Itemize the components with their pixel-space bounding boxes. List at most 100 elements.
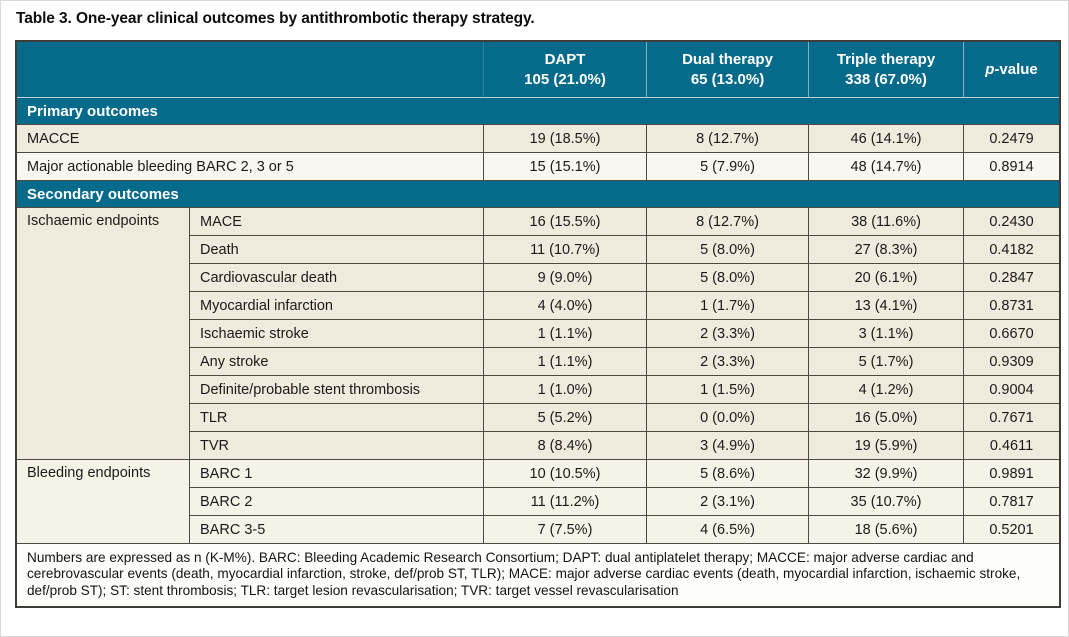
cell-pvalue: 0.6670 (964, 320, 1059, 348)
cell-dapt: 15 (15.1%) (484, 153, 647, 181)
cell-dual: 5 (8.0%) (647, 236, 809, 264)
cell-pvalue: 0.9891 (964, 460, 1059, 488)
table-row-tlr: TLR 5 (5.2%) 0 (0.0%) 16 (5.0%) 0.7671 (17, 404, 1059, 432)
table-row-cv-death: Cardiovascular death 9 (9.0%) 5 (8.0%) 2… (17, 264, 1059, 292)
row-label: Any stroke (190, 348, 484, 376)
outcomes-table: DAPT 105 (21.0%) Dual therapy 65 (13.0%)… (15, 40, 1061, 608)
footnote-row: Numbers are expressed as n (K-M%). BARC:… (17, 544, 1059, 606)
row-label: Major actionable bleeding BARC 2, 3 or 5 (17, 153, 484, 181)
pvalue-p: p (985, 60, 995, 78)
cell-triple: 35 (10.7%) (809, 488, 964, 516)
cell-dapt: 1 (1.0%) (484, 376, 647, 404)
pvalue-rest: -value (994, 60, 1038, 78)
row-label: BARC 2 (190, 488, 484, 516)
row-label: Definite/probable stent thrombosis (190, 376, 484, 404)
row-label: BARC 1 (190, 460, 484, 488)
row-label: MACE (190, 208, 484, 236)
cell-dapt: 5 (5.2%) (484, 404, 647, 432)
group-label-ischaemic: Ischaemic endpoints (17, 208, 190, 460)
table-row-stent-thrombosis: Definite/probable stent thrombosis 1 (1.… (17, 376, 1059, 404)
cell-triple: 20 (6.1%) (809, 264, 964, 292)
cell-triple: 46 (14.1%) (809, 125, 964, 153)
cell-dual: 2 (3.3%) (647, 348, 809, 376)
cell-pvalue: 0.4611 (964, 432, 1059, 460)
outcomes-table-wrapper: DAPT 105 (21.0%) Dual therapy 65 (13.0%)… (15, 40, 1061, 608)
table-row-barc1: Bleeding endpoints BARC 1 10 (10.5%) 5 (… (17, 460, 1059, 544)
table-caption: Table 3. One-year clinical outcomes by a… (16, 10, 535, 27)
header-triple-therapy: Triple therapy 338 (67.0%) (809, 42, 964, 98)
cell-pvalue: 0.2430 (964, 208, 1059, 236)
cell-dual: 1 (1.5%) (647, 376, 809, 404)
cell-dual: 8 (12.7%) (647, 125, 809, 153)
cell-dual: 5 (8.0%) (647, 264, 809, 292)
header-dapt-n: 105 (21.0%) (524, 70, 606, 88)
cell-pvalue: 0.9309 (964, 348, 1059, 376)
header-dapt-name: DAPT (544, 51, 586, 68)
header-triple-n: 338 (67.0%) (845, 70, 927, 88)
cell-dual: 5 (8.6%) (647, 460, 809, 488)
row-label: MACCE (17, 125, 484, 153)
cell-triple: 19 (5.9%) (809, 432, 964, 460)
cell-triple: 32 (9.9%) (809, 460, 964, 488)
cell-triple: 16 (5.0%) (809, 404, 964, 432)
cell-pvalue: 0.4182 (964, 236, 1059, 264)
row-label: Ischaemic stroke (190, 320, 484, 348)
cell-triple: 48 (14.7%) (809, 153, 964, 181)
table-row-barc2: BARC 2 11 (11.2%) 2 (3.1%) 35 (10.7%) 0.… (17, 488, 1059, 516)
row-label: BARC 3-5 (190, 516, 484, 544)
table-row-macce: MACCE 19 (18.5%) 8 (12.7%) 46 (14.1%) 0.… (17, 125, 1059, 153)
cell-triple: 27 (8.3%) (809, 236, 964, 264)
row-label: Cardiovascular death (190, 264, 484, 292)
cell-dual: 3 (4.9%) (647, 432, 809, 460)
cell-pvalue: 0.9004 (964, 376, 1059, 404)
secondary-outcomes-label: Secondary outcomes (17, 181, 1059, 208)
cell-pvalue: 0.5201 (964, 516, 1059, 544)
row-label: TVR (190, 432, 484, 460)
cell-pvalue: 0.8731 (964, 292, 1059, 320)
cell-pvalue: 0.2479 (964, 125, 1059, 153)
table-row-ischaemic-stroke: Ischaemic stroke 1 (1.1%) 2 (3.3%) 3 (1.… (17, 320, 1059, 348)
primary-outcomes-label: Primary outcomes (17, 98, 1059, 125)
table-row-mace: Ischaemic endpoints MACE 16 (15.5%) 8 (1… (17, 208, 1059, 460)
primary-outcomes-band: Primary outcomes (17, 98, 1059, 125)
table-row-tvr: TVR 8 (8.4%) 3 (4.9%) 19 (5.9%) 0.4611 (17, 432, 1059, 460)
header-empty-cell (17, 42, 484, 98)
cell-pvalue: 0.8914 (964, 153, 1059, 181)
group-label-bleeding: Bleeding endpoints (17, 460, 190, 544)
cell-dual: 2 (3.3%) (647, 320, 809, 348)
cell-pvalue: 0.2847 (964, 264, 1059, 292)
row-label: Death (190, 236, 484, 264)
cell-dapt: 1 (1.1%) (484, 348, 647, 376)
cell-triple: 4 (1.2%) (809, 376, 964, 404)
cell-dapt: 11 (11.2%) (484, 488, 647, 516)
row-label: TLR (190, 404, 484, 432)
header-row: DAPT 105 (21.0%) Dual therapy 65 (13.0%)… (17, 42, 1059, 98)
cell-triple: 5 (1.7%) (809, 348, 964, 376)
cell-dual: 2 (3.1%) (647, 488, 809, 516)
table-row-death: Death 11 (10.7%) 5 (8.0%) 27 (8.3%) 0.41… (17, 236, 1059, 264)
cell-dapt: 7 (7.5%) (484, 516, 647, 544)
cell-triple: 13 (4.1%) (809, 292, 964, 320)
header-triple-name: Triple therapy (836, 51, 936, 68)
cell-dual: 8 (12.7%) (647, 208, 809, 236)
cell-dual: 0 (0.0%) (647, 404, 809, 432)
table-row-barc35: BARC 3-5 7 (7.5%) 4 (6.5%) 18 (5.6%) 0.5… (17, 516, 1059, 544)
cell-dapt: 8 (8.4%) (484, 432, 647, 460)
table-row-mi: Myocardial infarction 4 (4.0%) 1 (1.7%) … (17, 292, 1059, 320)
table-footnote: Numbers are expressed as n (K-M%). BARC:… (17, 544, 1059, 606)
cell-dapt: 11 (10.7%) (484, 236, 647, 264)
header-dual-name: Dual therapy (682, 51, 773, 68)
header-dual-n: 65 (13.0%) (690, 70, 765, 88)
cell-triple: 3 (1.1%) (809, 320, 964, 348)
cell-dapt: 16 (15.5%) (484, 208, 647, 236)
row-label: Myocardial infarction (190, 292, 484, 320)
cell-dual: 1 (1.7%) (647, 292, 809, 320)
table-row-major-bleeding: Major actionable bleeding BARC 2, 3 or 5… (17, 153, 1059, 181)
cell-dual: 5 (7.9%) (647, 153, 809, 181)
header-dual-therapy: Dual therapy 65 (13.0%) (647, 42, 809, 98)
cell-dapt: 1 (1.1%) (484, 320, 647, 348)
cell-dapt: 10 (10.5%) (484, 460, 647, 488)
secondary-outcomes-band: Secondary outcomes (17, 181, 1059, 208)
cell-dapt: 4 (4.0%) (484, 292, 647, 320)
